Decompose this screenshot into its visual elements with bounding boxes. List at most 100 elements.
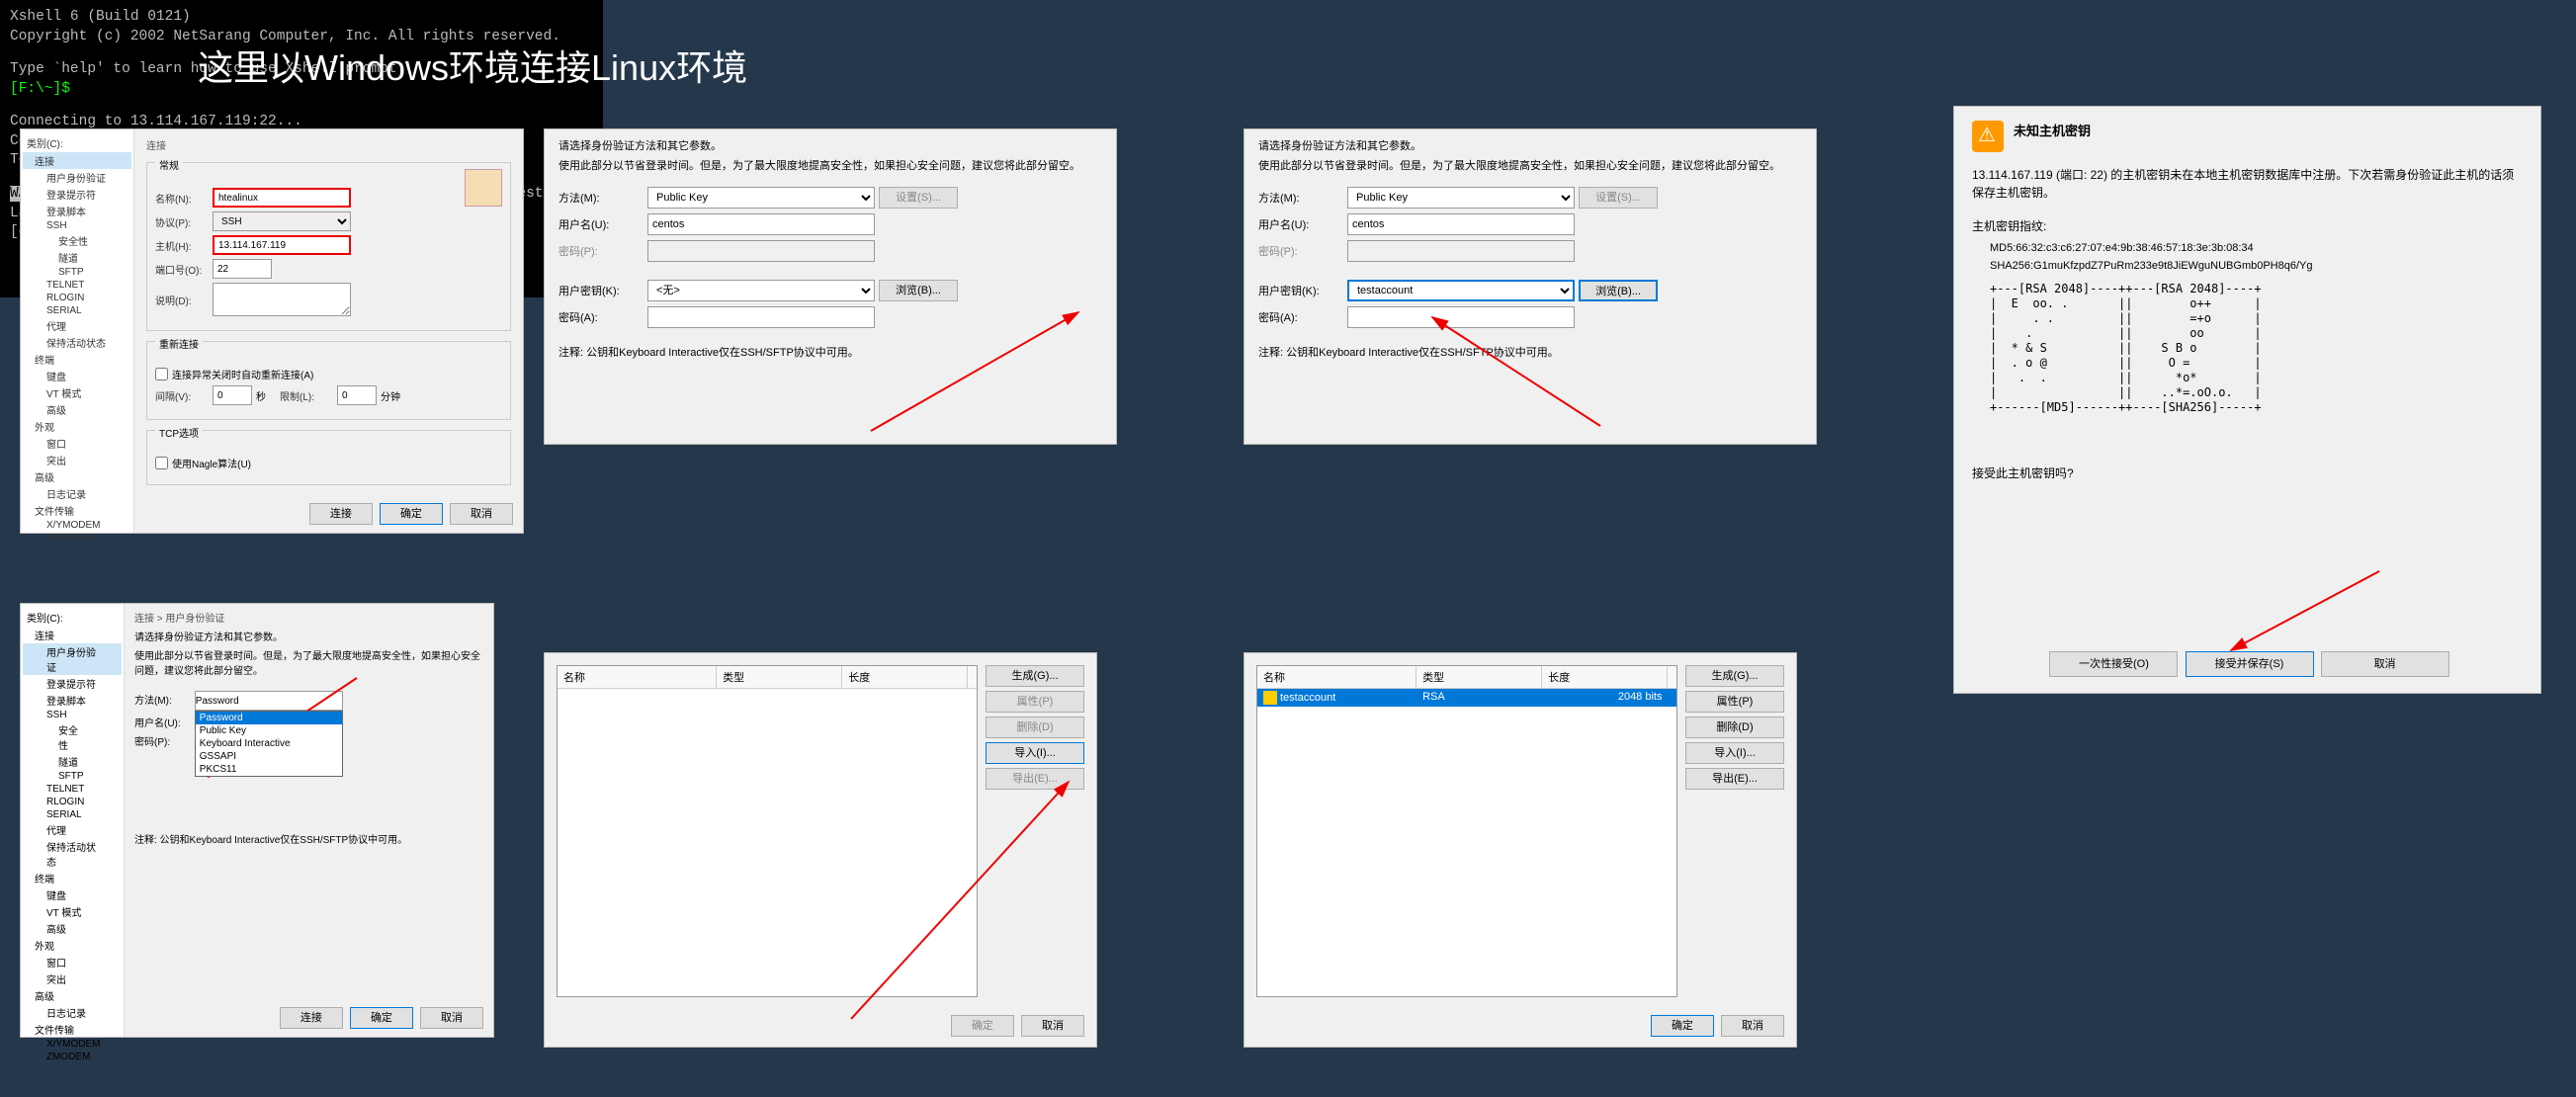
method-select[interactable]: Public Key [1347, 187, 1575, 209]
key-select[interactable]: testaccount [1347, 280, 1575, 301]
tree-item[interactable]: VT 模式 [23, 903, 122, 920]
method-select[interactable]: Public Key [647, 187, 875, 209]
tree-item[interactable]: 代理 [23, 317, 131, 334]
tree-item[interactable]: 文件传输 [23, 502, 131, 519]
dd-option[interactable]: Password [196, 712, 342, 724]
tree-item[interactable]: TELNET [23, 783, 122, 796]
tree-item[interactable]: 高级 [23, 920, 122, 937]
cancel-button[interactable]: 取消 [450, 503, 513, 525]
tree-item[interactable]: 高级 [23, 987, 122, 1004]
key-select[interactable]: <无> [647, 280, 875, 301]
col-len[interactable]: 长度 [1542, 666, 1668, 688]
tree-item[interactable]: 键盘 [23, 368, 131, 384]
user-input[interactable] [647, 213, 875, 235]
tree-item[interactable]: 日志记录 [23, 1004, 122, 1021]
browse-button[interactable]: 浏览(B)... [1579, 280, 1658, 301]
tree-item[interactable]: 隧道 [23, 753, 122, 770]
setup-button[interactable]: 设置(S)... [879, 187, 958, 209]
proto-select[interactable]: SSH [213, 211, 351, 231]
pass-input[interactable] [1347, 306, 1575, 328]
tree-item[interactable]: 窗口 [23, 435, 131, 452]
tree-item[interactable]: 外观 [23, 418, 131, 435]
tree-item[interactable]: TELNET [23, 279, 131, 292]
key-row[interactable]: testaccount RSA 2048 bits [1257, 689, 1676, 707]
export-button[interactable]: 导出(E)... [1685, 768, 1784, 790]
tree-item[interactable]: 突出 [23, 452, 131, 468]
col-len[interactable]: 长度 [842, 666, 968, 688]
col-name[interactable]: 名称 [558, 666, 717, 688]
method-select[interactable] [195, 691, 343, 711]
tree-item-auth[interactable]: 用户身份验证 [23, 643, 122, 675]
name-input[interactable] [213, 188, 351, 208]
tree-item[interactable]: X/YMODEM [23, 519, 131, 532]
tree-item[interactable]: SERIAL [23, 808, 122, 821]
tree-item[interactable]: 日志记录 [23, 485, 131, 502]
tree-item[interactable]: 保持活动状态 [23, 334, 131, 351]
connect-button[interactable]: 连接 [309, 503, 373, 525]
tree-item[interactable]: 代理 [23, 821, 122, 838]
tree-item[interactable]: 键盘 [23, 886, 122, 903]
delete-button[interactable]: 删除(D) [1685, 717, 1784, 738]
tree-item-connect[interactable]: 连接 [23, 152, 131, 169]
tree-item[interactable]: VT 模式 [23, 384, 131, 401]
properties-button[interactable]: 属性(P) [1685, 691, 1784, 713]
tree-item[interactable]: 登录提示符 [23, 186, 131, 203]
tree-item[interactable]: SSH [23, 219, 131, 232]
key-listview[interactable]: 名称类型长度 testaccount RSA 2048 bits [1256, 665, 1677, 997]
folder-icon[interactable] [465, 169, 502, 207]
ok-button[interactable]: 确定 [350, 1007, 413, 1029]
limit-input[interactable] [337, 385, 377, 405]
tree-item[interactable]: SERIAL [23, 304, 131, 317]
tree-item[interactable]: 用户身份验证 [23, 169, 131, 186]
import-button[interactable]: 导入(I)... [986, 742, 1084, 764]
ok-button[interactable]: 确定 [380, 503, 443, 525]
tree-item[interactable]: 隧道 [23, 249, 131, 266]
key-listview[interactable]: 名称类型长度 [557, 665, 978, 997]
tree-item[interactable]: SSH [23, 709, 122, 721]
tree-item[interactable]: 登录提示符 [23, 675, 122, 692]
cancel-button[interactable]: 取消 [420, 1007, 483, 1029]
tree-item[interactable]: 窗口 [23, 954, 122, 970]
tree-item[interactable]: 高级 [23, 468, 131, 485]
col-type[interactable]: 类型 [1417, 666, 1542, 688]
tree-item[interactable]: SFTP [23, 266, 131, 279]
ok-button[interactable]: 确定 [1651, 1015, 1714, 1037]
cancel-button[interactable]: 取消 [1721, 1015, 1784, 1037]
tree-item[interactable]: SFTP [23, 770, 122, 783]
tree-item[interactable]: 高级 [23, 401, 131, 418]
interval-input[interactable] [213, 385, 252, 405]
user-input[interactable] [1347, 213, 1575, 235]
tree-item[interactable]: 登录脚本 [23, 203, 131, 219]
generate-button[interactable]: 生成(G)... [986, 665, 1084, 687]
tree-item[interactable]: ZMODEM [23, 1051, 122, 1063]
setup-button[interactable]: 设置(S)... [1579, 187, 1658, 209]
port-input[interactable] [213, 259, 272, 279]
host-input[interactable] [213, 235, 351, 255]
dd-option[interactable]: Public Key [196, 724, 342, 737]
tree-item[interactable]: ZMODEM [23, 532, 131, 545]
col-name[interactable]: 名称 [1257, 666, 1417, 688]
tree-item[interactable]: 安全性 [23, 721, 122, 753]
connect-button[interactable]: 连接 [280, 1007, 343, 1029]
accept-save-button[interactable]: 接受并保存(S) [2186, 651, 2314, 677]
tree-item[interactable]: 连接 [23, 627, 122, 643]
reconnect-checkbox[interactable] [155, 368, 168, 380]
desc-input[interactable] [213, 283, 351, 316]
col-type[interactable]: 类型 [717, 666, 842, 688]
tree-item[interactable]: 终端 [23, 870, 122, 886]
tree-item[interactable]: RLOGIN [23, 796, 122, 808]
tree-item[interactable]: 终端 [23, 351, 131, 368]
tree-item[interactable]: 文件传输 [23, 1021, 122, 1038]
tree-item[interactable]: RLOGIN [23, 292, 131, 304]
tree-item[interactable]: 保持活动状态 [23, 838, 122, 870]
dd-option[interactable]: Keyboard Interactive [196, 737, 342, 750]
nagle-checkbox[interactable] [155, 457, 168, 469]
cancel-button[interactable]: 取消 [1021, 1015, 1084, 1037]
tree-item[interactable]: 安全性 [23, 232, 131, 249]
generate-button[interactable]: 生成(G)... [1685, 665, 1784, 687]
browse-button[interactable]: 浏览(B)... [879, 280, 958, 301]
tree-item[interactable]: 登录脚本 [23, 692, 122, 709]
dd-option[interactable]: PKCS11 [196, 763, 342, 776]
tree-item[interactable]: X/YMODEM [23, 1038, 122, 1051]
import-button[interactable]: 导入(I)... [1685, 742, 1784, 764]
